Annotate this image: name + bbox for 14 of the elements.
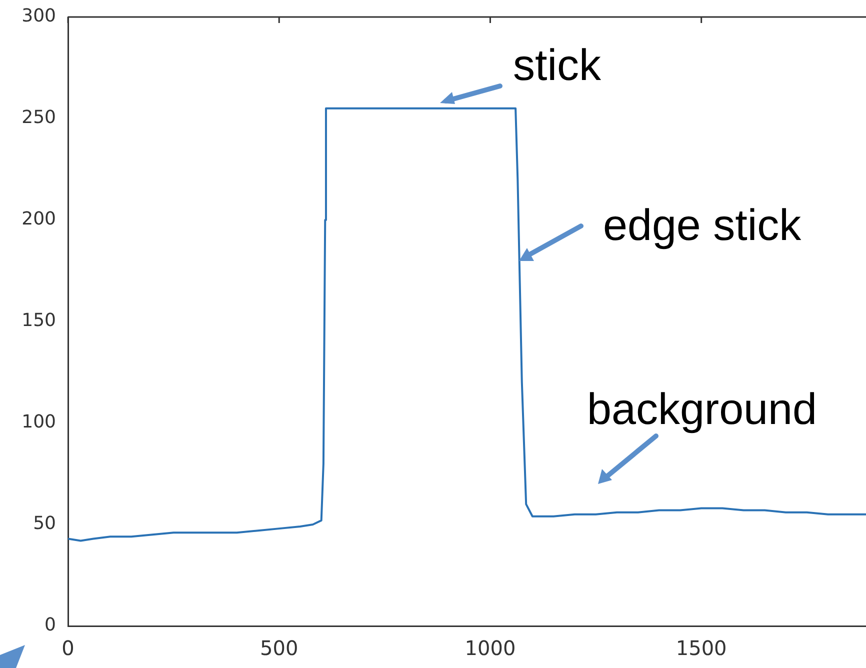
- y-tick-label: 250: [22, 107, 56, 128]
- annotation: stick: [513, 41, 601, 90]
- x-tick-label: 0: [62, 636, 74, 660]
- y-tick-label: 300: [22, 6, 56, 27]
- x-tick-label: 1000: [464, 636, 516, 660]
- x-tick-label: 500: [260, 636, 298, 660]
- y-tick-label: 50: [33, 513, 56, 534]
- y-tick-label: 200: [22, 208, 56, 230]
- y-tick-label: 100: [22, 412, 56, 433]
- annotation: background: [587, 385, 817, 434]
- y-tick-label: 0: [44, 614, 56, 636]
- x-tick-label: 1500: [676, 636, 727, 660]
- y-tick-label: 150: [22, 310, 56, 332]
- annotation: edge stick: [603, 201, 802, 250]
